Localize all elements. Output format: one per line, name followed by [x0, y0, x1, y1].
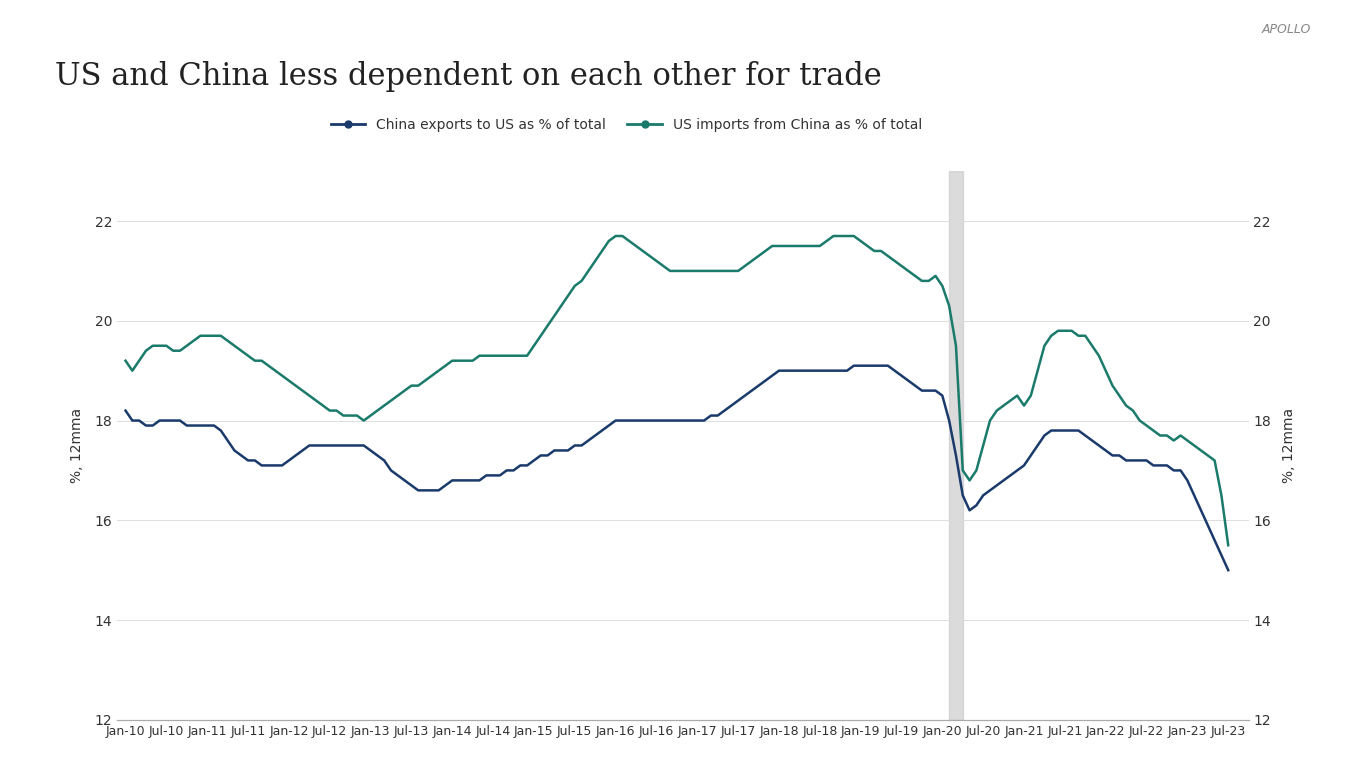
- Bar: [949, 171, 963, 720]
- Text: APOLLO: APOLLO: [1262, 23, 1311, 36]
- Text: US and China less dependent on each other for trade: US and China less dependent on each othe…: [55, 61, 881, 92]
- Y-axis label: %, 12mma: %, 12mma: [70, 408, 83, 483]
- Legend: China exports to US as % of total, US imports from China as % of total: China exports to US as % of total, US im…: [325, 112, 928, 137]
- Y-axis label: %, 12mma: %, 12mma: [1283, 408, 1296, 483]
